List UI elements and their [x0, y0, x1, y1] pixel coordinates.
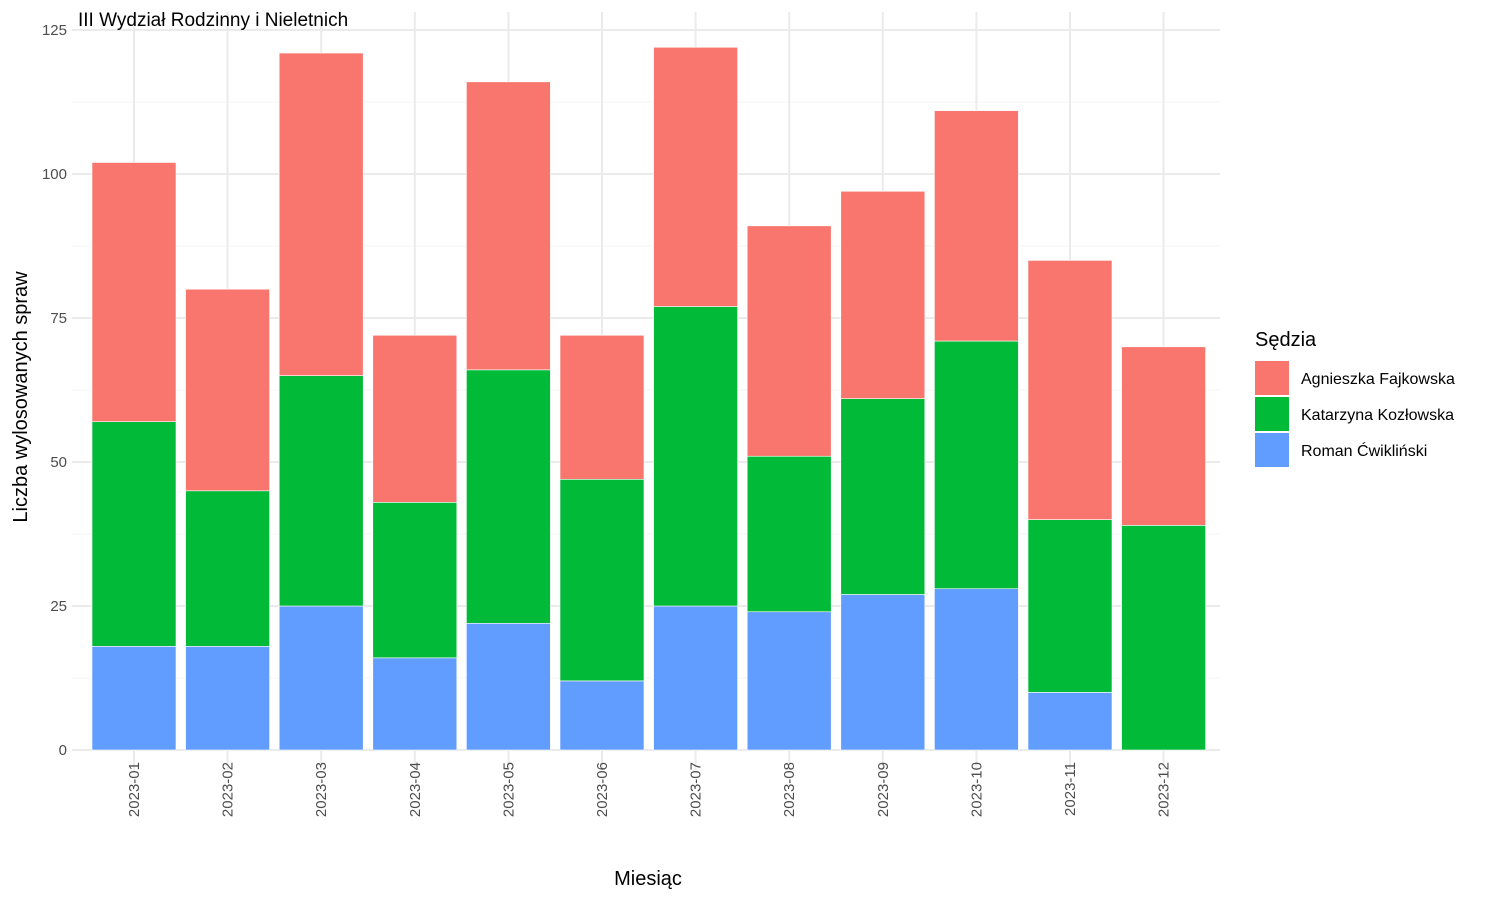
y-axis: 0 25 50 75 100 125: [42, 22, 67, 759]
bar-segment-2023-04-agnieszka-fajkowska: [372, 334, 458, 503]
y-tick-label: 50: [50, 454, 67, 471]
bar-segment-2023-06-agnieszka-fajkowska: [559, 334, 645, 480]
x-tick-label: 2023-09: [875, 762, 892, 817]
bar-segment-2023-11-roman-wikli-ski: [1027, 692, 1113, 751]
bar-segment-2023-03-agnieszka-fajkowska: [278, 52, 364, 376]
bar-segment-2023-02-roman-wikli-ski: [185, 646, 270, 751]
bar-segment-2023-01-roman-wikli-ski: [91, 646, 177, 751]
bar-segment-2023-07-agnieszka-fajkowska: [653, 46, 738, 307]
bar-segment-2023-03-katarzyna-koz-owska: [278, 375, 364, 607]
bar-segment-2023-12-katarzyna-koz-owska: [1121, 525, 1206, 751]
legend-label-katarzyna-koz-owska: Katarzyna Kozłowska: [1301, 407, 1454, 424]
y-tick-label: 75: [50, 310, 67, 327]
x-tick-label: 2023-08: [781, 762, 798, 817]
x-axis-title: Miesiąc: [614, 868, 682, 890]
y-tick-label: 25: [50, 598, 67, 615]
bar-segment-2023-08-agnieszka-fajkowska: [746, 225, 832, 457]
bar-segment-2023-08-katarzyna-koz-owska: [746, 455, 832, 613]
legend-label-agnieszka-fajkowska: Agnieszka Fajkowska: [1301, 371, 1455, 388]
x-tick-label: 2023-06: [594, 762, 611, 817]
bar-segment-2023-06-katarzyna-koz-owska: [559, 478, 645, 682]
bar-segment-2023-02-agnieszka-fajkowska: [185, 288, 270, 492]
bar-segment-2023-04-roman-wikli-ski: [372, 657, 458, 751]
bars: [91, 46, 1206, 751]
legend-label-roman-wikli-ski: Roman Ćwikliński: [1301, 441, 1427, 460]
legend-swatch-roman-wikli-ski: [1255, 433, 1289, 467]
bar-segment-2023-11-agnieszka-fajkowska: [1027, 260, 1113, 520]
legend-title: Sędzia: [1255, 329, 1317, 351]
y-tick-label: 0: [59, 742, 67, 759]
bar-segment-2023-10-roman-wikli-ski: [934, 588, 1019, 751]
bar-segment-2023-03-roman-wikli-ski: [278, 605, 364, 751]
x-tick-label: 2023-12: [1156, 762, 1173, 817]
legend-swatch-katarzyna-koz-owska: [1255, 397, 1289, 431]
y-axis-title: Liczba wylosowanych spraw: [10, 271, 32, 523]
bar-segment-2023-08-roman-wikli-ski: [746, 611, 832, 751]
bar-segment-2023-05-agnieszka-fajkowska: [466, 81, 551, 371]
bar-segment-2023-09-katarzyna-koz-owska: [840, 398, 926, 595]
y-tick-label: 125: [42, 22, 67, 39]
legend: Sędzia Agnieszka Fajkowska Katarzyna Kozł…: [1255, 329, 1455, 467]
x-tick-label: 2023-11: [1062, 762, 1079, 816]
bar-segment-2023-06-roman-wikli-ski: [559, 680, 645, 751]
bar-segment-2023-05-roman-wikli-ski: [466, 622, 551, 751]
bar-segment-2023-01-agnieszka-fajkowska: [91, 162, 177, 422]
x-tick-label: 2023-10: [968, 762, 985, 817]
bar-segment-2023-07-katarzyna-koz-owska: [653, 306, 738, 607]
bar-segment-2023-11-katarzyna-koz-owska: [1027, 519, 1113, 693]
y-tick-label: 100: [42, 166, 67, 183]
bar-segment-2023-02-katarzyna-koz-owska: [185, 490, 270, 647]
bar-segment-2023-12-agnieszka-fajkowska: [1121, 346, 1206, 526]
bar-segment-2023-04-katarzyna-koz-owska: [372, 502, 458, 659]
bar-segment-2023-10-katarzyna-koz-owska: [934, 340, 1019, 590]
x-tick-label: 2023-07: [688, 762, 705, 817]
bar-segment-2023-09-agnieszka-fajkowska: [840, 190, 926, 399]
bar-segment-2023-01-katarzyna-koz-owska: [91, 421, 177, 647]
chart-title: III Wydział Rodzinny i Nieletnich: [78, 10, 348, 31]
x-tick-label: 2023-05: [500, 762, 517, 817]
x-tick-label: 2023-03: [313, 762, 330, 817]
x-axis: 2023-01 2023-02 2023-03 2023-04 2023-05 2023-…: [126, 762, 1173, 817]
bar-segment-2023-07-roman-wikli-ski: [653, 605, 738, 751]
bar-segment-2023-09-roman-wikli-ski: [840, 594, 926, 751]
x-tick-label: 2023-04: [407, 762, 424, 817]
x-tick-label: 2023-01: [126, 762, 143, 817]
x-tick-label: 2023-02: [220, 762, 237, 817]
legend-swatch-agnieszka-fajkowska: [1255, 361, 1289, 395]
bar-segment-2023-10-agnieszka-fajkowska: [934, 110, 1019, 342]
bar-segment-2023-05-katarzyna-koz-owska: [466, 369, 551, 624]
